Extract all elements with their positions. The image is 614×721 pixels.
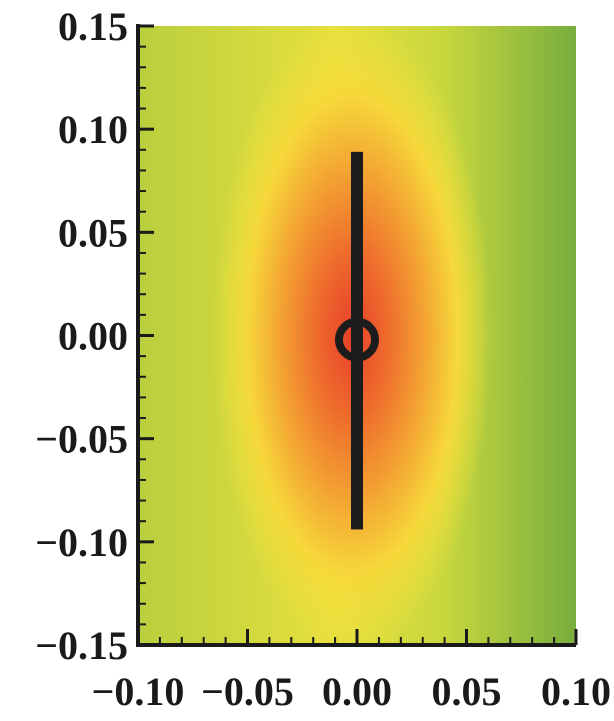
x-tick-label: 0.05 (432, 669, 502, 714)
x-tick-label: −0.05 (201, 669, 294, 714)
x-tick-label: 0.00 (322, 669, 392, 714)
rod (351, 151, 363, 530)
y-tick-label: 0.05 (58, 210, 128, 255)
y-tick-label: 0.10 (58, 107, 128, 152)
ring (335, 317, 379, 362)
x-tick-label: 0.10 (541, 669, 611, 714)
y-tick-label: 0.00 (58, 314, 128, 359)
y-tick-label: −0.15 (35, 623, 128, 668)
y-tick-label: 0.15 (58, 4, 128, 49)
y-tick-label: −0.05 (35, 417, 128, 462)
x-tick-label: −0.10 (92, 669, 185, 714)
y-tick-label: −0.10 (35, 520, 128, 565)
